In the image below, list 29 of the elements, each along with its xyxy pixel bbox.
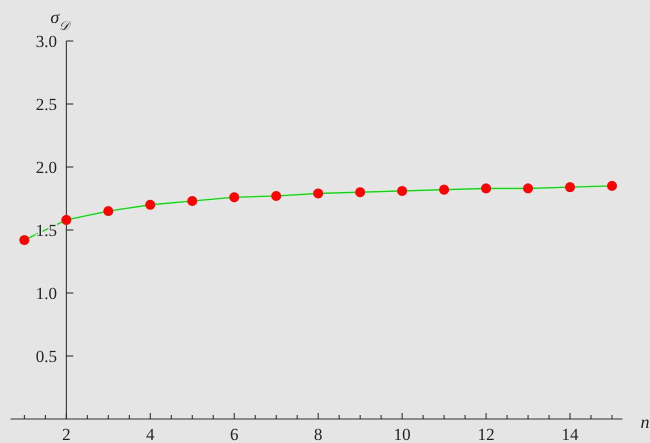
point	[523, 183, 534, 194]
x-tick-label: 2	[62, 425, 71, 443]
y-tick-label: 0.5	[36, 347, 57, 366]
point	[355, 187, 366, 198]
point	[439, 184, 450, 195]
point	[271, 190, 282, 201]
x-tick-label: 4	[146, 425, 156, 443]
x-tick-label: 14	[562, 425, 580, 443]
x-tick-label: 10	[394, 425, 411, 443]
point	[229, 192, 240, 202]
x-axis-title: n	[640, 412, 650, 432]
x-tick-label: 6	[230, 425, 238, 443]
point	[187, 196, 198, 206]
x-tick-label: 8	[314, 425, 322, 443]
point	[565, 182, 576, 192]
point	[481, 183, 492, 194]
y-tick-label: 2.5	[36, 95, 57, 114]
y-axis-title: σ$_{𝒟}$	[50, 7, 72, 33]
point	[19, 235, 30, 246]
y-tick-label: 1.0	[36, 284, 57, 303]
y-tick-label: 2.0	[36, 158, 57, 177]
point	[61, 214, 72, 225]
y-tick-label: 3.0	[36, 32, 57, 51]
point	[145, 200, 156, 210]
x-tick-label: 12	[478, 425, 495, 443]
point	[103, 206, 114, 216]
point	[397, 186, 408, 196]
point	[313, 188, 324, 198]
point	[607, 180, 618, 191]
